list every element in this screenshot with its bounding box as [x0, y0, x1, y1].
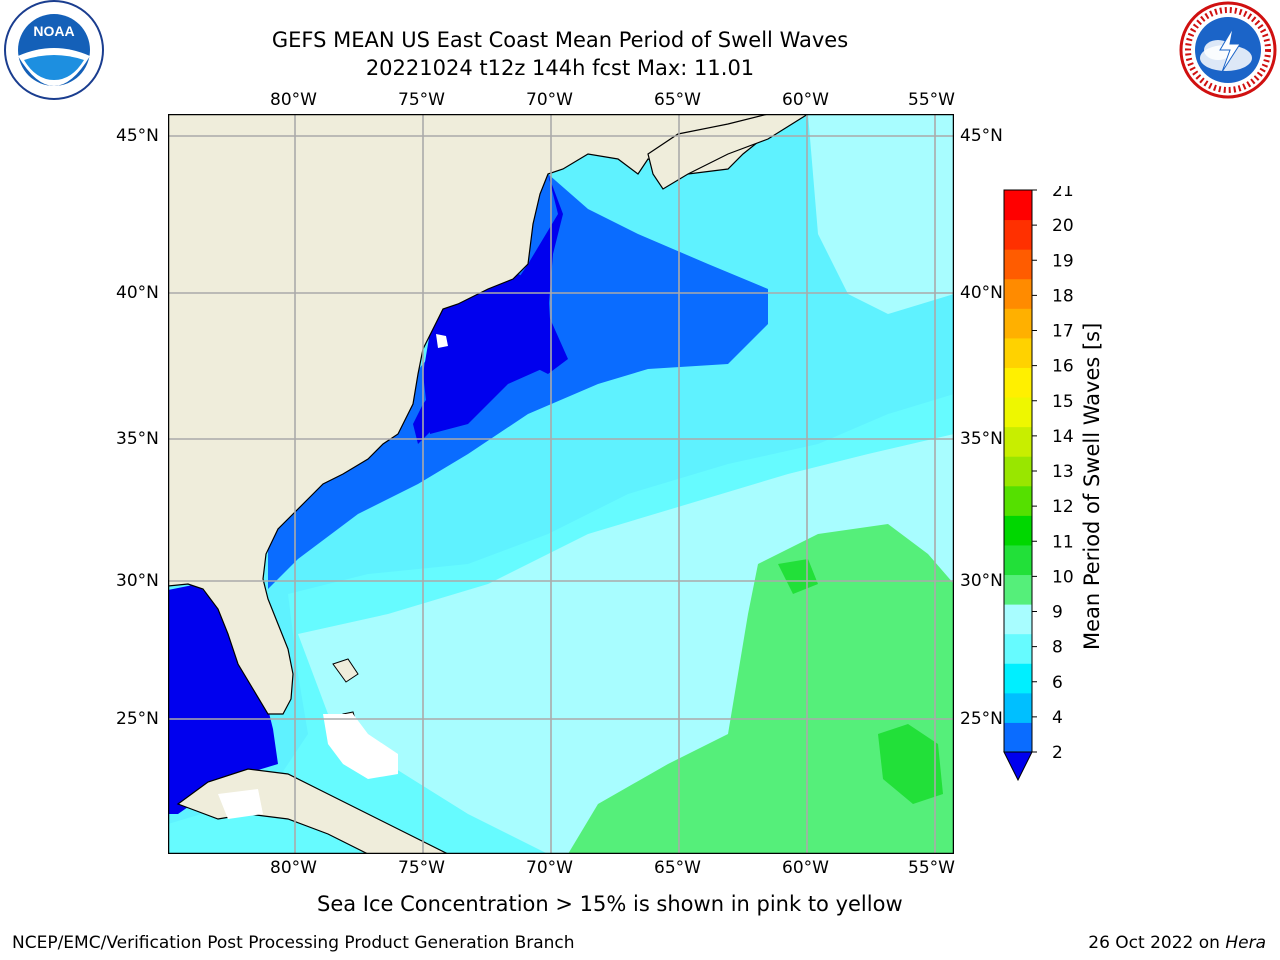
noaa-logo: NOAA [4, 0, 104, 100]
contour-gulf [168, 584, 278, 814]
lat-label-right: 35°N [960, 429, 1003, 449]
lon-label-bottom: 65°W [654, 858, 701, 878]
contour-10-11s-a [878, 724, 943, 804]
colorbar-tick-label: 8 [1052, 638, 1063, 658]
branch-credit: NCEP/EMC/Verification Post Processing Pr… [12, 933, 575, 953]
colorbar-cell [1004, 397, 1032, 428]
lat-label-right: 25°N [960, 709, 1003, 729]
colorbar-tick-label: 19 [1052, 251, 1074, 271]
lat-label-left: 30°N [116, 571, 159, 591]
contour-9-10s [568, 524, 954, 854]
lat-label-left: 40°N [116, 283, 159, 303]
colorbar-tick-label: 21 [1052, 186, 1074, 201]
nodata-chesapeake [436, 334, 448, 348]
run-date-text: 26 Oct 2022 on [1088, 933, 1226, 953]
colorbar-cell [1004, 190, 1032, 221]
land-north-america [168, 114, 809, 715]
colorbar-cell [1004, 544, 1032, 576]
colorbar-cell [1004, 367, 1032, 398]
lat-label-right: 30°N [960, 571, 1003, 591]
colorbar: 2 4 6 8 9 10 11 12 13 14 15 16 17 18 19 20 21 [1003, 186, 1074, 782]
lon-label-bottom: 60°W [782, 858, 829, 878]
colorbar-cell [1004, 663, 1032, 694]
lon-label-top: 70°W [526, 90, 573, 110]
chart-title: GEFS MEAN US East Coast Mean Period of S… [271, 28, 849, 52]
colorbar-extend-arrow [1003, 751, 1033, 782]
colorbar-tick-label: 20 [1052, 216, 1074, 236]
host-name: Hera [1225, 933, 1266, 953]
lat-label-right: 40°N [960, 283, 1003, 303]
colorbar-cell [1004, 278, 1032, 309]
colorbar-cell [1004, 604, 1032, 635]
graticule [168, 114, 954, 854]
colorbar-cell [1004, 574, 1032, 605]
colorbar-tick-label: 11 [1052, 532, 1074, 552]
colorbar-cell [1004, 337, 1032, 368]
colorbar-cell [1004, 633, 1032, 664]
nodata-bahamas [323, 714, 398, 779]
colorbar-tick-label: 18 [1052, 286, 1074, 306]
colorbar-tick-label: 17 [1052, 322, 1074, 342]
nodata-cuba [218, 789, 263, 819]
sea-ice-note: Sea Ice Concentration > 15% is shown in … [317, 892, 903, 916]
colorbar-tick-label: 16 [1052, 357, 1074, 377]
lon-label-bottom: 55°W [908, 858, 955, 878]
lon-label-bottom: 75°W [398, 858, 445, 878]
colorbar-cell [1004, 722, 1032, 753]
land-nova-scotia [647, 114, 810, 190]
swell-period-map [168, 114, 954, 854]
colorbar-cell [1004, 426, 1032, 457]
colorbar-tick-label: 14 [1052, 427, 1074, 447]
contour-10-11s-b [778, 559, 818, 594]
lon-label-top: 75°W [398, 90, 445, 110]
colorbar-cell [1004, 308, 1032, 339]
chart-subtitle: 20221024 t12z 144h fcst Max: 11.01 [365, 56, 755, 80]
lat-label-left: 25°N [116, 709, 159, 729]
nws-logo [1179, 1, 1277, 99]
contour-2-4s [268, 174, 768, 589]
colorbar-cell [1004, 692, 1032, 723]
colorbar-cell [1004, 485, 1032, 516]
colorbar-label: Mean Period of Swell Waves [s] [1080, 322, 1104, 650]
lon-label-bottom: 80°W [270, 858, 317, 878]
colorbar-tick-label: 4 [1052, 708, 1063, 728]
lat-label-right: 45°N [960, 126, 1003, 146]
colorbar-cell [1004, 249, 1032, 280]
colorbar-tick-label: 10 [1052, 567, 1074, 587]
noaa-center-text: NOAA [33, 23, 74, 39]
lon-label-top: 65°W [654, 90, 701, 110]
colorbar-tick-label: 15 [1052, 392, 1074, 412]
colorbar-tick-label: 6 [1052, 673, 1063, 693]
lon-label-bottom: 70°W [526, 858, 573, 878]
colorbar-cell [1004, 456, 1032, 487]
colorbar-tick-label: 12 [1052, 497, 1074, 517]
lon-label-top: 60°W [782, 90, 829, 110]
lat-label-left: 45°N [116, 126, 159, 146]
contour-below-2s-b [423, 264, 553, 434]
land-bahamas-a [332, 658, 359, 683]
colorbar-tick-label: 13 [1052, 462, 1074, 482]
lon-label-top: 80°W [270, 90, 317, 110]
run-date: 26 Oct 2022 on Hera [1088, 933, 1266, 953]
colorbar-cell [1004, 219, 1032, 250]
colorbar-tick-label: 9 [1052, 603, 1063, 623]
map-frame [168, 114, 954, 854]
colorbar-cell [1004, 515, 1032, 546]
lon-label-top: 55°W [908, 90, 955, 110]
contour-ne [808, 114, 954, 314]
colorbar-tick-label: 2 [1052, 743, 1063, 763]
lat-label-left: 35°N [116, 429, 159, 449]
